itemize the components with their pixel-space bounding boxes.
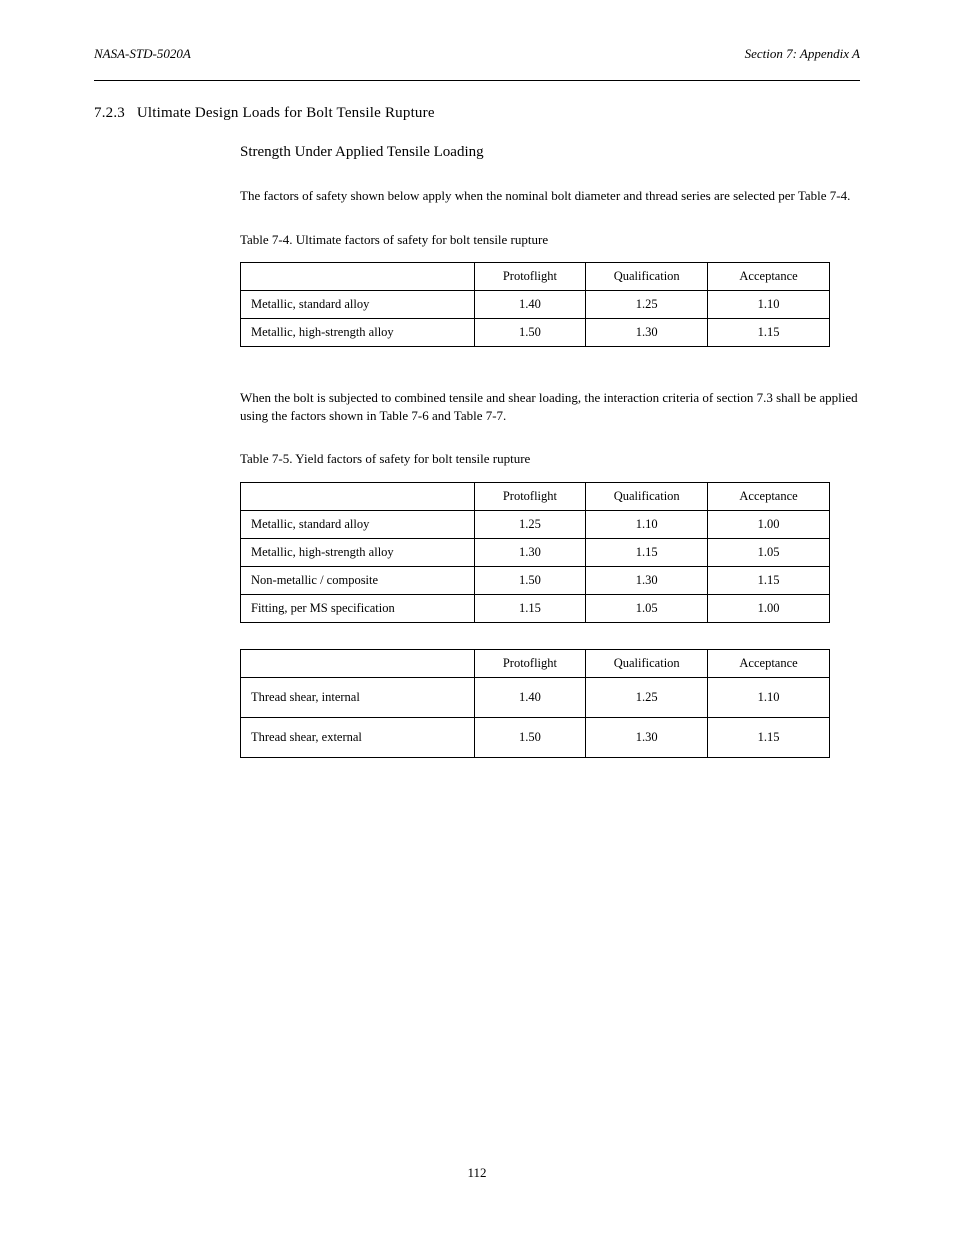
- table-row: Metallic, standard alloy 1.25 1.10 1.00: [241, 510, 830, 538]
- table-row: Metallic, high-strength alloy 1.30 1.15 …: [241, 538, 830, 566]
- table-row: Metallic, standard alloy 1.40 1.25 1.10: [241, 291, 830, 319]
- table-header-row: Protoflight Qualification Acceptance: [241, 482, 830, 510]
- table-cell: 1.50: [474, 566, 586, 594]
- table-cell: Fitting, per MS specification: [241, 594, 475, 622]
- table-cell: Non-metallic / composite: [241, 566, 475, 594]
- table-cell: 1.40: [474, 291, 586, 319]
- section-number: 7.2.3: [94, 105, 125, 121]
- table-cell: 1.15: [708, 717, 830, 757]
- table-cell: 1.15: [474, 594, 586, 622]
- table-cell: 1.00: [708, 510, 830, 538]
- section-number-label: Ultimate Design Loads for Bolt Tensile R…: [137, 105, 435, 121]
- table-cell: 1.10: [586, 510, 708, 538]
- table-header-cell: Acceptance: [708, 482, 830, 510]
- table-header-row: Protoflight Qualification Acceptance: [241, 263, 830, 291]
- table-header-cell: Qualification: [586, 649, 708, 677]
- page-number: 112: [467, 1165, 486, 1180]
- note-1: The factors of safety shown below apply …: [240, 187, 860, 205]
- header-left: NASA-STD-5020A: [94, 46, 191, 62]
- section-title: Strength Under Applied Tensile Loading: [240, 144, 860, 161]
- table-cell: Metallic, high-strength alloy: [241, 319, 475, 347]
- table-cell: 1.25: [586, 677, 708, 717]
- table2-caption: Table 7-5. Yield factors of safety for b…: [240, 450, 860, 468]
- table-cell: 1.25: [474, 510, 586, 538]
- table-header-row: Protoflight Qualification Acceptance: [241, 649, 830, 677]
- table-cell: 1.30: [586, 717, 708, 757]
- table-row: Non-metallic / composite 1.50 1.30 1.15: [241, 566, 830, 594]
- table-row: Fitting, per MS specification 1.15 1.05 …: [241, 594, 830, 622]
- table-header-cell: [241, 482, 475, 510]
- table-cell: 1.10: [708, 677, 830, 717]
- table-cell: 1.00: [708, 594, 830, 622]
- table-row: Thread shear, internal 1.40 1.25 1.10: [241, 677, 830, 717]
- table-cell: 1.30: [586, 319, 708, 347]
- table-cell: Metallic, high-strength alloy: [241, 538, 475, 566]
- table-header-cell: Qualification: [586, 263, 708, 291]
- table-cell: 1.05: [708, 538, 830, 566]
- table-cell: 1.05: [586, 594, 708, 622]
- section-number-line: 7.2.3 Ultimate Design Loads for Bolt Ten…: [94, 105, 860, 122]
- table-cell: 1.50: [474, 717, 586, 757]
- note-2: When the bolt is subjected to combined t…: [240, 389, 860, 424]
- table-cell: 1.15: [708, 566, 830, 594]
- table-cell: 1.15: [586, 538, 708, 566]
- page-footer: 112: [0, 1165, 954, 1181]
- table-row: Metallic, high-strength alloy 1.50 1.30 …: [241, 319, 830, 347]
- header-rule: [94, 80, 860, 81]
- table-cell: Metallic, standard alloy: [241, 291, 475, 319]
- table-header-cell: Acceptance: [708, 649, 830, 677]
- table-ultimate-factors: Protoflight Qualification Acceptance Met…: [240, 262, 830, 347]
- table1-caption: Table 7-4. Ultimate factors of safety fo…: [240, 231, 860, 249]
- table-cell: 1.30: [586, 566, 708, 594]
- table-header-cell: Protoflight: [474, 649, 586, 677]
- table-header-cell: [241, 263, 475, 291]
- table-header-cell: Acceptance: [708, 263, 830, 291]
- table-header-cell: Protoflight: [474, 482, 586, 510]
- table-yield-factors: Protoflight Qualification Acceptance Met…: [240, 482, 830, 623]
- table-cell: 1.10: [708, 291, 830, 319]
- table-cell: 1.40: [474, 677, 586, 717]
- table-thread-shear: Protoflight Qualification Acceptance Thr…: [240, 649, 830, 758]
- table-header-cell: [241, 649, 475, 677]
- page-header: NASA-STD-5020A Section 7: Appendix A: [94, 46, 860, 62]
- table-cell: Metallic, standard alloy: [241, 510, 475, 538]
- table-cell: Thread shear, internal: [241, 677, 475, 717]
- table-row: Thread shear, external 1.50 1.30 1.15: [241, 717, 830, 757]
- table-cell: 1.25: [586, 291, 708, 319]
- table-cell: 1.50: [474, 319, 586, 347]
- header-right: Section 7: Appendix A: [745, 46, 860, 62]
- table-cell: 1.30: [474, 538, 586, 566]
- table-cell: 1.15: [708, 319, 830, 347]
- table-header-cell: Protoflight: [474, 263, 586, 291]
- table-cell: Thread shear, external: [241, 717, 475, 757]
- table-header-cell: Qualification: [586, 482, 708, 510]
